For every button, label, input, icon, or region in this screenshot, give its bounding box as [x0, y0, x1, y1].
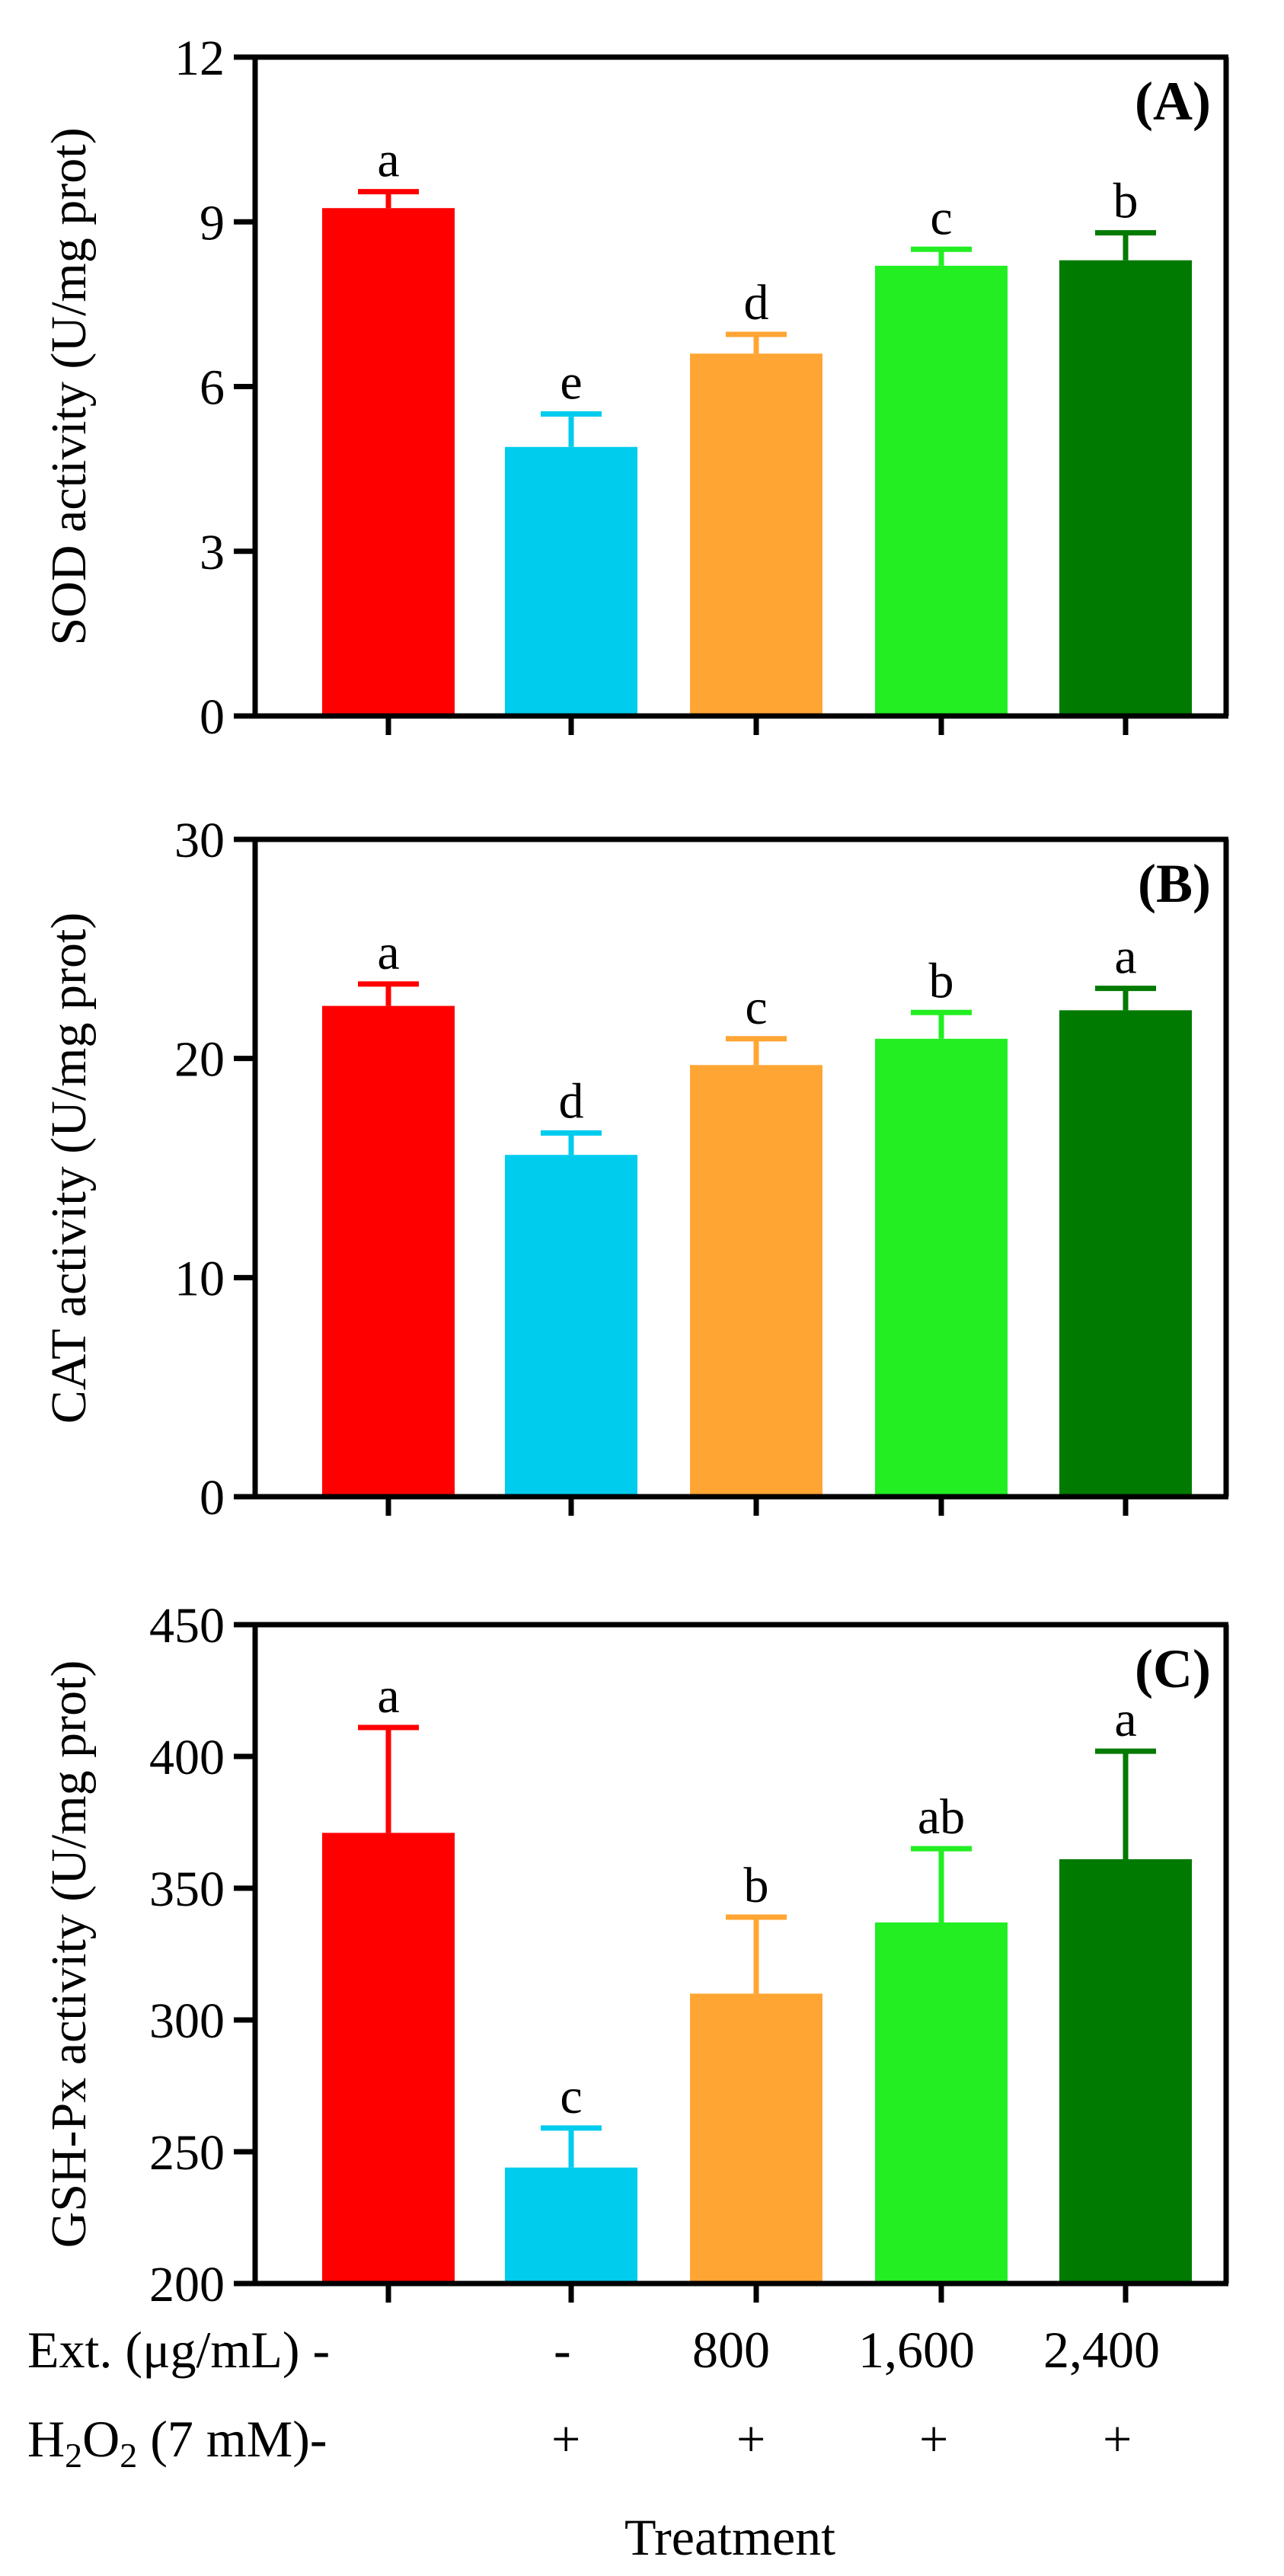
bar-1-0 [322, 1005, 455, 1497]
significance-letter-1-4: a [1114, 929, 1136, 985]
significance-letter-2-4: a [1114, 1692, 1136, 1747]
y-axis-title-0: SOD activity (U/mg prot) [41, 127, 97, 645]
y-tick-label-0-3: 9 [200, 195, 225, 251]
y-tick-label-0-1: 3 [200, 525, 225, 580]
significance-letter-2-2: b [744, 1858, 769, 1913]
x-axis-title: Treatment [624, 2508, 836, 2566]
bar-2-0 [322, 1833, 455, 2284]
y-tick-label-1-2: 20 [174, 1032, 225, 1088]
bar-0-3 [875, 265, 1008, 717]
y-tick-label-2-2: 300 [149, 1993, 225, 2049]
h2o2-label-prefix: H [27, 2410, 65, 2468]
significance-letter-0-1: e [560, 355, 582, 411]
significance-letter-2-1: c [560, 2069, 582, 2124]
significance-letter-0-3: c [930, 190, 952, 245]
significance-letter-0-2: d [744, 275, 769, 331]
h2o2-label-sub1: 2 [65, 2436, 83, 2475]
y-axis-title-2: GSH-Px activity (U/mg prot) [41, 1660, 97, 2248]
h2o2-row-value-3: + [919, 2410, 949, 2468]
significance-letter-1-3: b [929, 953, 954, 1008]
y-tick-label-2-0: 200 [149, 2257, 225, 2312]
y-tick-label-0-0: 0 [200, 689, 225, 745]
y-tick-label-1-1: 10 [174, 1251, 225, 1306]
significance-letter-2-0: a [377, 1668, 399, 1724]
ext-row-value-3: 1,600 [858, 2321, 975, 2379]
bar-0-4 [1059, 260, 1192, 716]
y-tick-label-2-1: 250 [149, 2125, 225, 2181]
bar-2-2 [690, 1993, 822, 2284]
bar-0-2 [690, 353, 822, 716]
h2o2-label-sub2: 2 [120, 2436, 138, 2475]
panel-label-0: (A) [1135, 71, 1211, 132]
h2o2-row-value-4: + [1103, 2410, 1132, 2468]
h2o2-row-value-2: + [736, 2410, 766, 2468]
y-tick-label-2-5: 450 [149, 1598, 225, 1654]
significance-letter-0-4: b [1113, 174, 1139, 229]
y-tick-label-1-0: 0 [200, 1470, 225, 1526]
ext-row-value-4: 2,400 [1043, 2321, 1160, 2379]
significance-letter-1-1: d [559, 1073, 584, 1129]
significance-letter-0-0: a [377, 133, 399, 188]
panel-label-1: (B) [1138, 853, 1211, 914]
significance-letter-2-3: ab [918, 1789, 965, 1845]
y-tick-label-1-3: 30 [174, 813, 225, 868]
h2o2-label-suffix: (7 mM)- [137, 2410, 327, 2468]
ext-row-value-2: 800 [692, 2321, 770, 2379]
h2o2-row-value-1: + [551, 2410, 581, 2468]
panel-label-2: (C) [1135, 1638, 1211, 1699]
y-tick-label-2-3: 350 [149, 1862, 225, 1917]
h2o2-label-mid: O [82, 2410, 120, 2468]
bar-1-2 [690, 1065, 822, 1497]
bar-0-0 [322, 208, 455, 717]
y-axis-title-1: CAT activity (U/mg prot) [41, 912, 97, 1424]
bar-2-1 [505, 2167, 637, 2284]
bar-1-3 [875, 1038, 1008, 1497]
significance-letter-1-2: c [745, 980, 767, 1035]
y-tick-label-2-4: 400 [149, 1730, 225, 1785]
bar-2-4 [1059, 1858, 1192, 2284]
bar-0-1 [505, 446, 637, 716]
ext-row-value-1: - [554, 2321, 571, 2379]
bar-2-3 [875, 1922, 1008, 2284]
significance-letter-1-0: a [377, 925, 399, 980]
h2o2-row-label: H2O2 (7 mM)- [27, 2409, 327, 2475]
bar-1-1 [505, 1155, 637, 1497]
y-tick-label-0-4: 12 [174, 30, 225, 86]
bar-1-4 [1059, 1010, 1192, 1497]
y-tick-label-0-2: 6 [200, 360, 225, 416]
ext-row-label: Ext. (μg/mL) - [27, 2321, 331, 2379]
